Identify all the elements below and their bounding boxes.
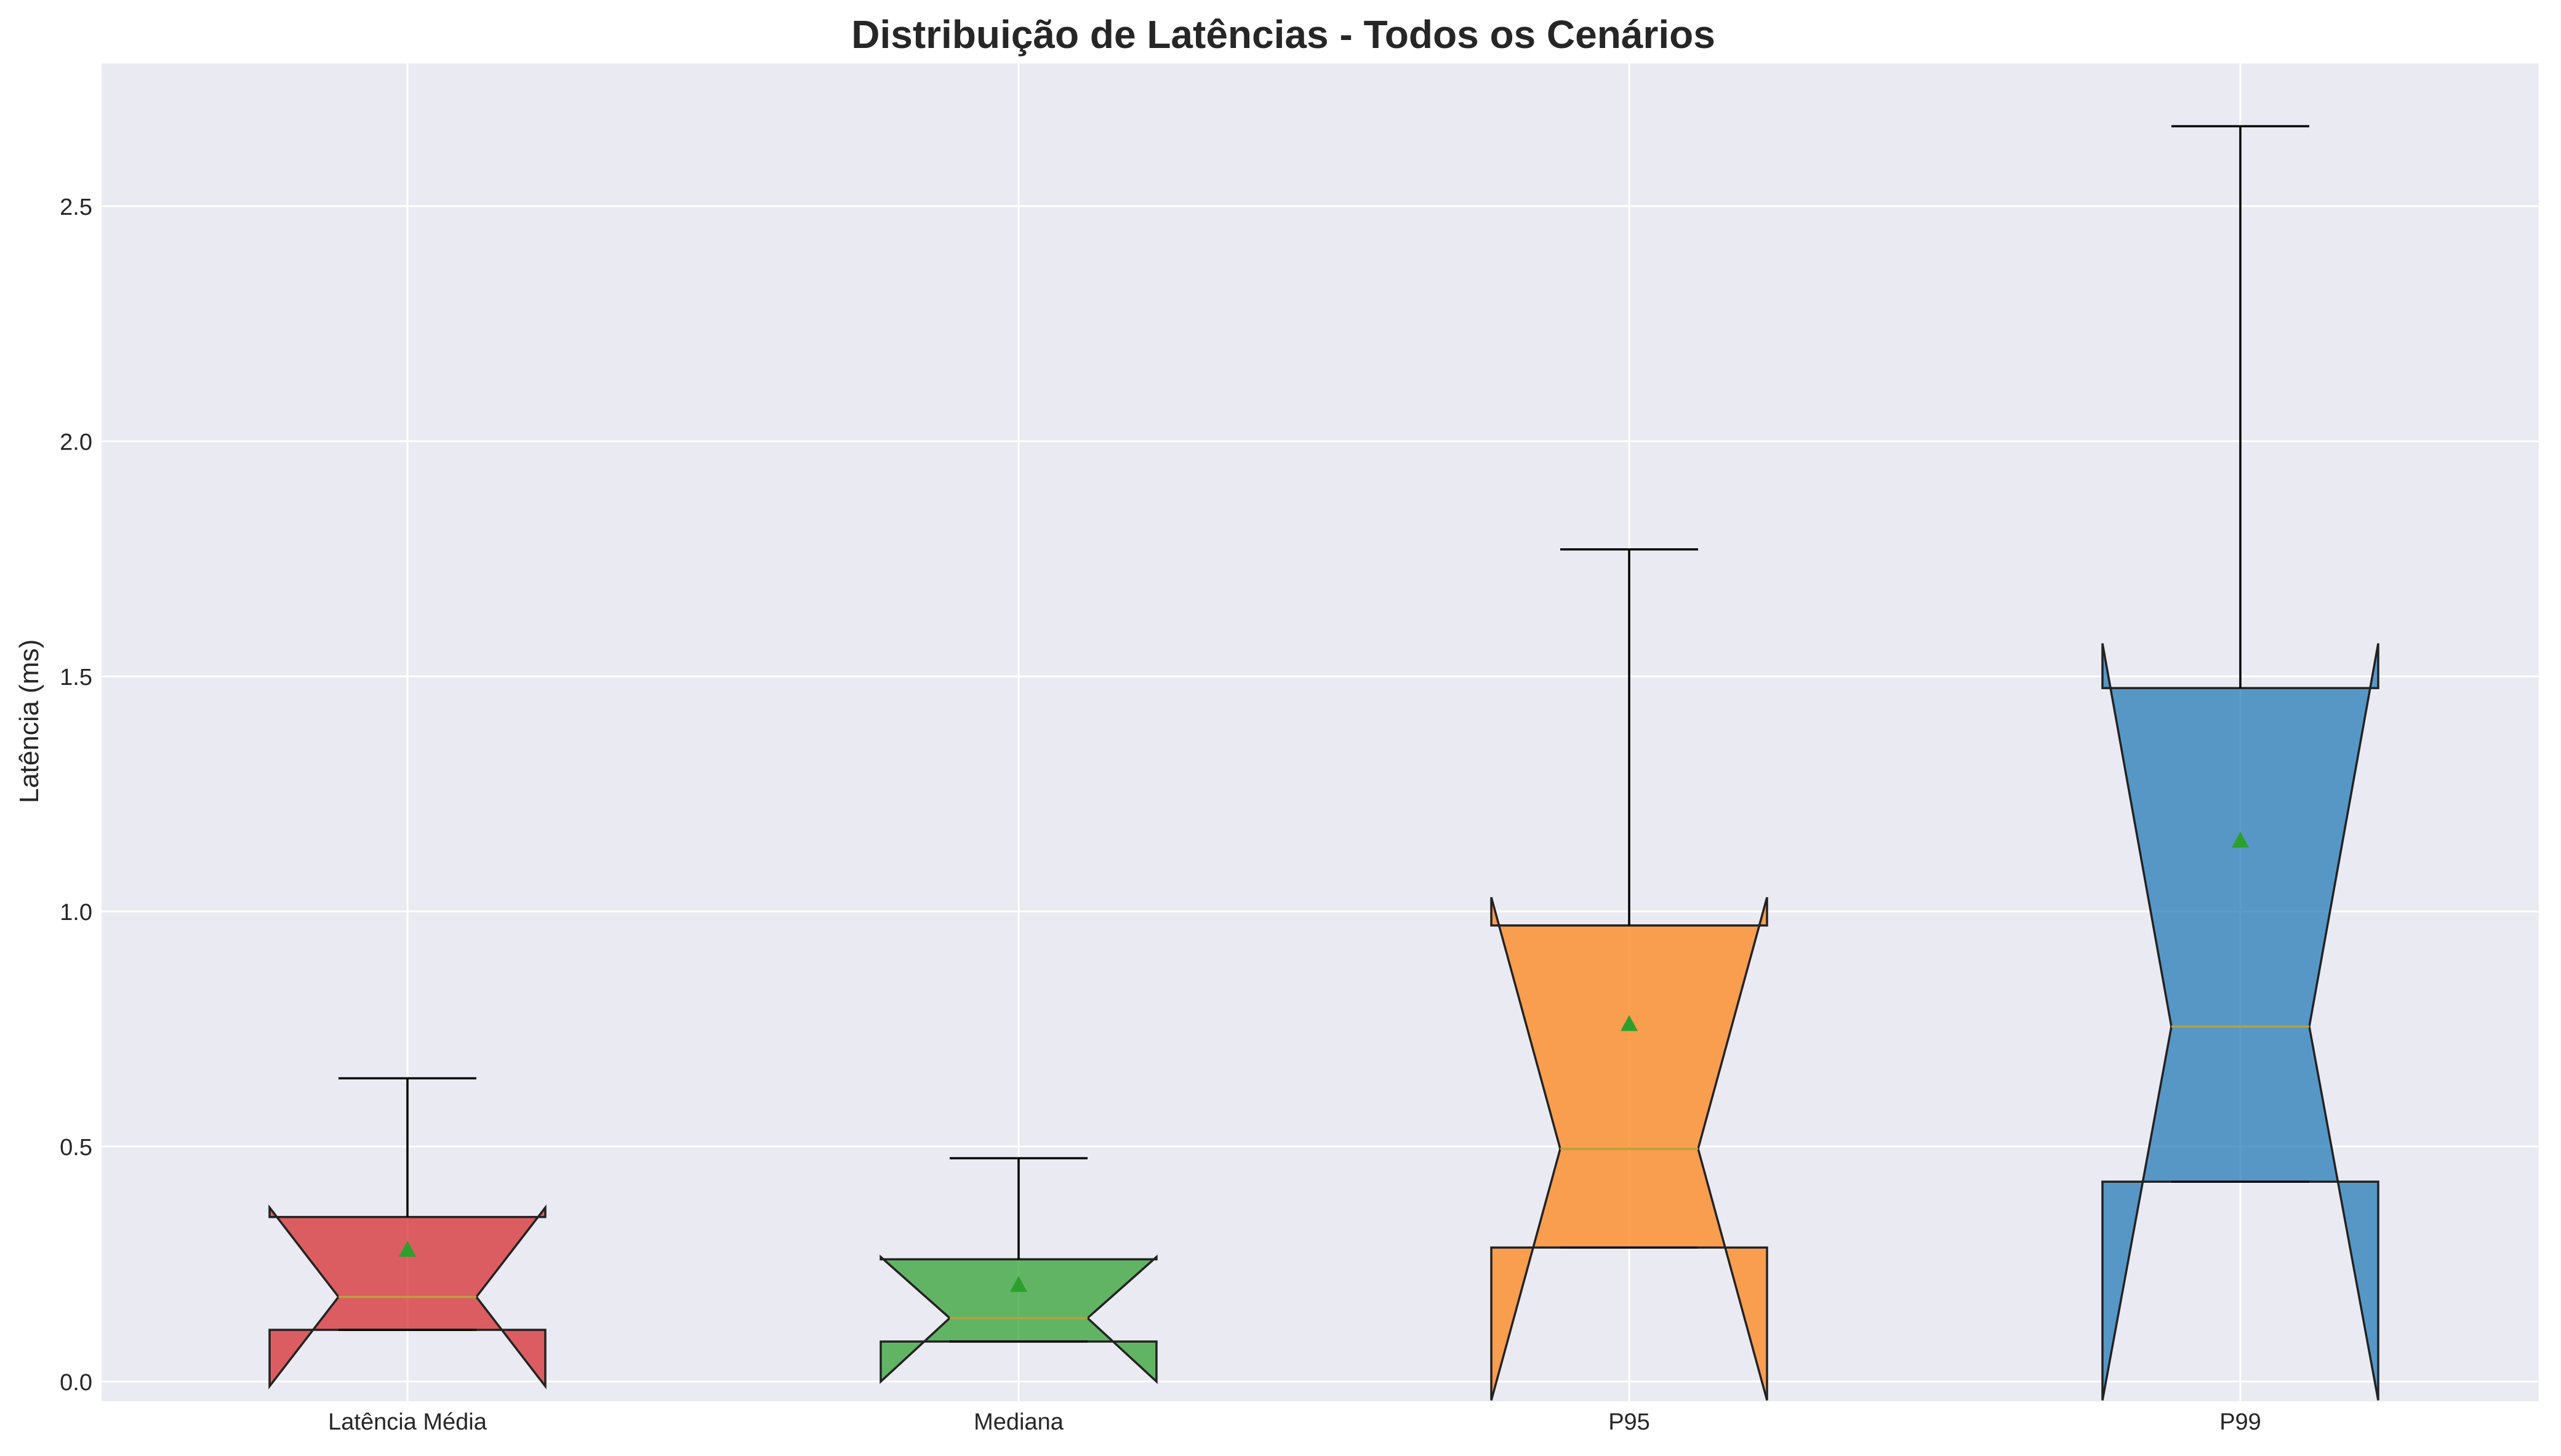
x-tick-label: P99 (2219, 1409, 2261, 1435)
mean-marker (399, 1241, 416, 1257)
y-tick-label: 1.5 (60, 665, 92, 690)
y-axis-label: Latência (ms) (14, 639, 44, 804)
box-body (2101, 643, 2379, 1401)
chart-title: Distribuição de Latências - Todos os Cen… (851, 12, 1715, 57)
box-layer (268, 125, 2379, 1401)
x-tick-label: Mediana (974, 1409, 1064, 1435)
mean-marker (2232, 831, 2249, 848)
box-body (880, 1254, 1158, 1384)
y-tick-label: 0.5 (60, 1135, 92, 1161)
box-1 (268, 1077, 547, 1390)
box-3 (1490, 548, 1768, 1401)
mean-marker (1010, 1276, 1027, 1292)
y-tick-label: 2.0 (60, 430, 92, 455)
mean-marker (1621, 1015, 1638, 1031)
y-tick-label: 2.5 (60, 194, 92, 220)
box-4 (2101, 125, 2379, 1401)
x-tick-label: P95 (1608, 1409, 1650, 1435)
y-tick-label: 0.0 (60, 1370, 92, 1396)
y-tick-labels: 0.0 0.5 1.0 1.5 2.0 2.5 (60, 194, 92, 1396)
x-tick-label: Latência Média (328, 1409, 487, 1435)
box-2 (880, 1157, 1158, 1384)
y-tick-label: 1.0 (60, 900, 92, 926)
x-tick-labels: Latência Média Mediana P95 P99 (328, 1409, 2261, 1435)
